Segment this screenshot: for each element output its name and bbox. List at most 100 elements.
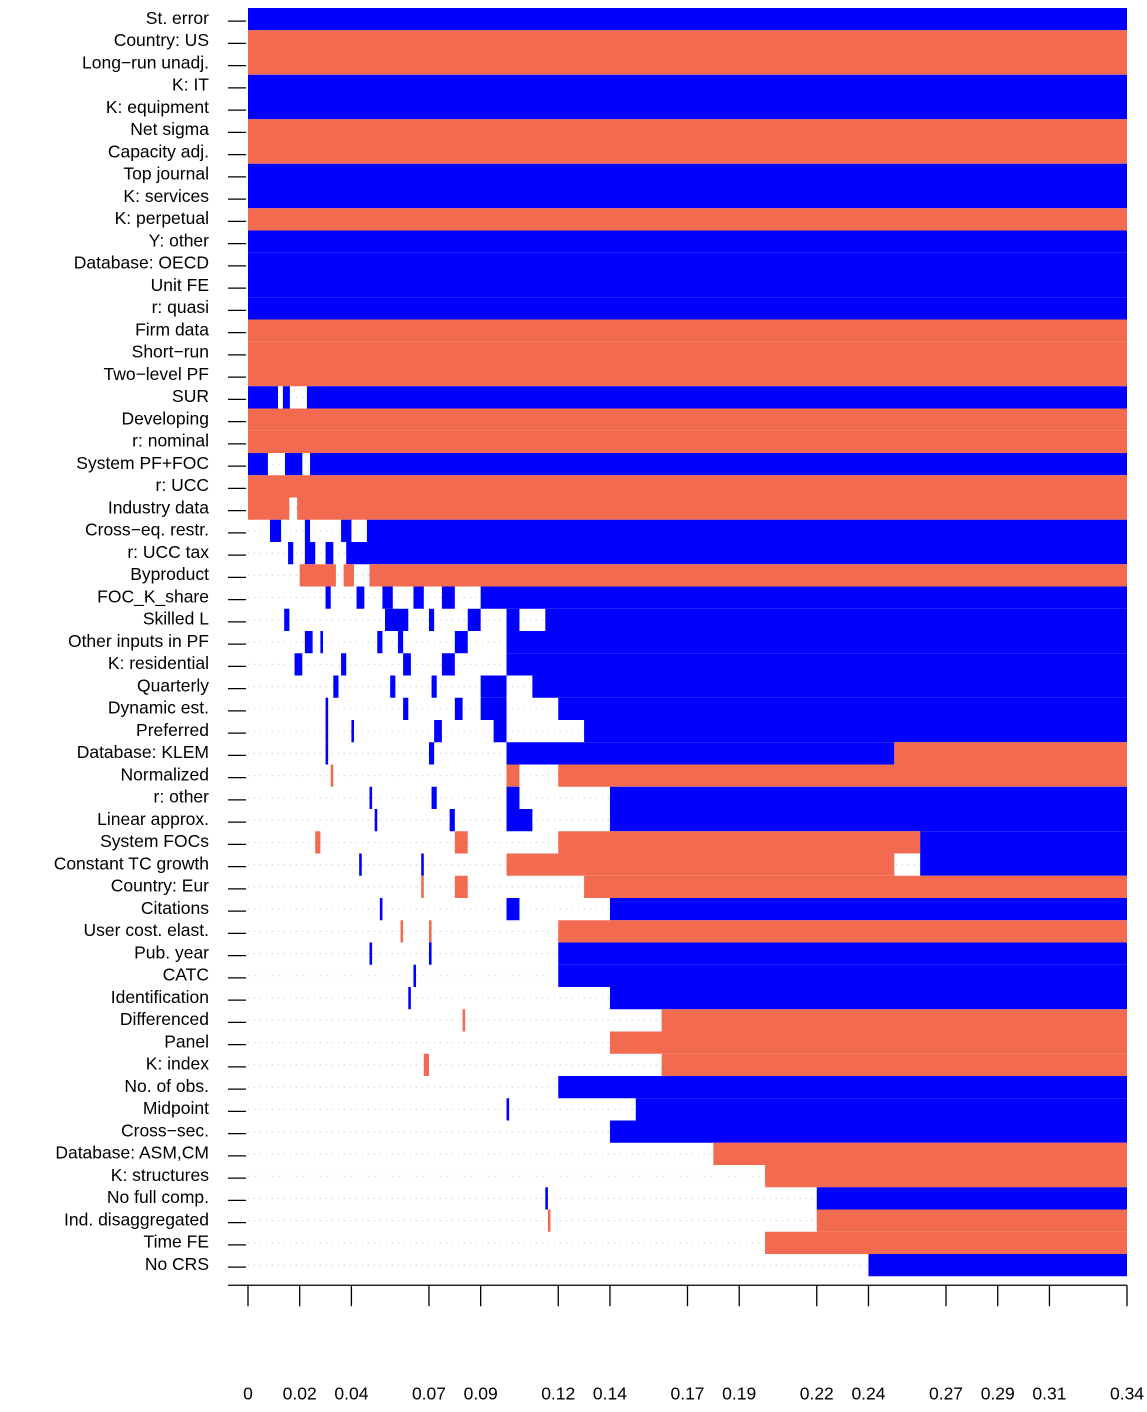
inclusion-block	[609, 987, 1127, 1010]
inclusion-block	[428, 942, 432, 965]
row-label: r: quasi	[152, 297, 209, 317]
inclusion-block	[346, 542, 1127, 565]
inclusion-block	[609, 1120, 1127, 1143]
inclusion-block	[304, 631, 313, 654]
row-label: Midpoint	[143, 1098, 209, 1118]
inclusion-block	[506, 631, 1127, 654]
inclusion-block	[403, 653, 411, 676]
inclusion-block	[428, 920, 432, 943]
row-label: Cross−eq. restr.	[85, 520, 209, 540]
inclusion-block	[661, 1053, 1127, 1076]
row-label: System FOCs	[100, 831, 209, 851]
inclusion-block	[558, 942, 1127, 965]
inclusion-block	[248, 74, 1127, 97]
row-label: r: UCC tax	[127, 542, 209, 562]
inclusion-block	[558, 1076, 1127, 1099]
row-label: Skilled L	[143, 609, 209, 629]
row-label: Net sigma	[130, 119, 209, 139]
inclusion-block	[462, 1009, 466, 1032]
inclusion-block	[506, 898, 520, 921]
inclusion-block	[584, 720, 1127, 743]
row-label: K: equipment	[106, 97, 209, 117]
row-label: Two−level PF	[103, 364, 209, 384]
x-tick-label: 0.34	[1110, 1384, 1144, 1404]
inclusion-block	[382, 586, 393, 609]
row-label: Top journal	[123, 164, 209, 184]
row-label: FOC_K_share	[97, 586, 209, 607]
row-label: K: index	[146, 1054, 209, 1074]
inclusion-block	[369, 942, 373, 965]
inclusion-block	[480, 675, 507, 698]
inclusion-block	[506, 853, 895, 876]
inclusion-block	[403, 697, 409, 720]
x-tick-label: 0.12	[541, 1384, 575, 1404]
inclusion-block	[333, 675, 339, 698]
inclusion-block	[248, 364, 1127, 387]
inclusion-block	[299, 564, 336, 587]
inclusion-block	[506, 608, 520, 631]
row-label: No full comp.	[107, 1187, 209, 1207]
row-label: Capacity adj.	[108, 141, 209, 161]
inclusion-block	[248, 275, 1127, 298]
row-label: Developing	[121, 408, 209, 428]
inclusion-block	[449, 809, 455, 832]
x-tick-label: 0.09	[464, 1384, 498, 1404]
row-label: Country: US	[114, 30, 209, 50]
row-label: No. of obs.	[124, 1076, 209, 1096]
row-label: Database: KLEM	[77, 742, 209, 762]
inclusion-block	[248, 186, 1127, 209]
row-label: Linear approx.	[97, 809, 209, 829]
row-label: Quarterly	[137, 675, 209, 695]
inclusion-block	[816, 1209, 1127, 1232]
row-label: Other inputs in PF	[68, 631, 209, 651]
inclusion-block	[248, 386, 278, 409]
inclusion-block	[506, 809, 533, 832]
inclusion-block	[248, 341, 1127, 364]
inclusion-block	[374, 809, 378, 832]
inclusion-block	[584, 875, 1127, 898]
row-label: Firm data	[135, 319, 209, 339]
inclusion-block	[558, 920, 1127, 943]
inclusion-block	[248, 297, 1127, 320]
inclusion-block	[310, 453, 1127, 476]
inclusion-block	[480, 697, 507, 720]
inclusion-block	[868, 1254, 1127, 1277]
inclusion-block	[493, 720, 507, 743]
inclusion-block	[454, 875, 468, 898]
inclusion-block	[765, 1231, 1127, 1254]
inclusion-block	[351, 720, 354, 743]
inclusion-block	[609, 786, 1127, 809]
inclusion-block	[423, 1053, 429, 1076]
inclusion-block	[366, 519, 1127, 542]
inclusion-block	[248, 97, 1127, 120]
inclusion-block	[428, 608, 435, 631]
inclusion-block	[713, 1142, 1127, 1165]
row-label: Dynamic est.	[108, 698, 209, 718]
row-label: System PF+FOC	[76, 453, 209, 473]
x-tick-label: 0.04	[334, 1384, 368, 1404]
x-tick-label: 0.07	[412, 1384, 446, 1404]
row-label: K: services	[123, 186, 209, 206]
row-label: Byproduct	[130, 564, 209, 584]
inclusion-block	[248, 430, 1127, 453]
inclusion-block	[609, 809, 1127, 832]
inclusion-block	[248, 475, 1127, 498]
inclusion-block	[454, 831, 468, 854]
inclusion-block	[397, 631, 404, 654]
inclusion-block	[506, 786, 520, 809]
inclusion-block	[421, 853, 424, 876]
inclusion-block	[545, 608, 1127, 631]
inclusion-block	[894, 742, 1127, 765]
inclusion-block	[320, 631, 323, 654]
inclusion-block	[248, 52, 1127, 75]
row-label: Cross−sec.	[121, 1120, 209, 1140]
inclusion-block	[377, 631, 383, 654]
x-tick-label: 0.02	[283, 1384, 317, 1404]
inclusion-block	[609, 898, 1127, 921]
x-tick-label: 0.27	[929, 1384, 963, 1404]
row-label: r: UCC	[156, 475, 209, 495]
row-label: Citations	[141, 898, 209, 918]
row-label: Constant TC growth	[54, 853, 209, 873]
row-label: Panel	[164, 1031, 209, 1051]
inclusion-block	[330, 764, 334, 787]
